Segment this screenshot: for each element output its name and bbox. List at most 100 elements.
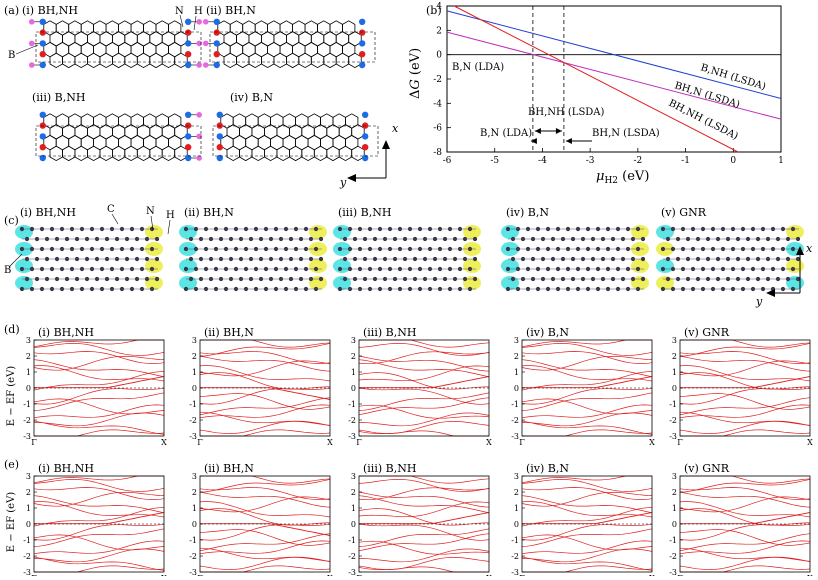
y-tick-label: 1 (26, 504, 31, 513)
atom-label-h: H (194, 6, 203, 17)
edge-atom (213, 18, 220, 25)
band (679, 540, 811, 555)
band (358, 351, 490, 365)
x-axis-label: μH2 (eV) (596, 169, 649, 186)
band (359, 475, 490, 484)
band (521, 351, 653, 364)
x-tick-label: Γ (356, 438, 362, 447)
band (521, 507, 653, 527)
y-tick-label: -2 (23, 416, 31, 425)
isosurface (15, 259, 33, 273)
c-title: (i) BH,NH (20, 206, 76, 219)
y-tick-label: -3 (511, 568, 519, 576)
hydrogen-atom (196, 62, 202, 68)
edge-atom (361, 144, 369, 151)
band (33, 491, 165, 507)
y-tick-label: 1 (514, 504, 519, 513)
y-tick-label: 0 (672, 520, 677, 529)
x-tick-label: X (327, 438, 333, 447)
hexagon (310, 52, 325, 69)
band (679, 529, 811, 546)
hexagon (87, 145, 101, 162)
band (199, 491, 331, 508)
edge-atom (213, 40, 220, 47)
band (199, 411, 331, 426)
isosurface (309, 259, 327, 273)
series-line (446, 10, 782, 99)
band-fermi (680, 512, 811, 525)
band (199, 397, 331, 416)
hexagon (248, 52, 262, 69)
band (521, 392, 653, 411)
band (358, 501, 490, 518)
hydrogen-atom (196, 155, 202, 161)
hydrogen-atom (202, 19, 209, 25)
series-line (453, 5, 739, 153)
y-tick-label: 1 (351, 368, 356, 377)
hexagon (239, 145, 253, 162)
edge-atom (39, 51, 46, 58)
band (358, 533, 490, 552)
y-tick-label: -3 (23, 568, 31, 576)
band (521, 556, 653, 571)
band (199, 355, 331, 372)
y-tick-label: 0 (351, 384, 356, 393)
band (358, 540, 490, 555)
band (199, 387, 331, 405)
band (358, 491, 490, 508)
band-plot-4: 3 2 1 0 -1 -2 -3Γ X (iv) B,N (511, 326, 655, 447)
c-structure-3: (iii) B,NH (333, 206, 481, 292)
band (200, 339, 331, 348)
edge-atom (39, 154, 46, 162)
y-tick-label: 3 (351, 336, 356, 345)
band (358, 355, 490, 372)
x-tick-label: Γ (519, 438, 525, 447)
band (33, 392, 165, 411)
y-tick-label: 2 (26, 488, 31, 497)
band (358, 430, 489, 437)
band-title: (iv) B,N (526, 462, 569, 475)
x-tick-label: Γ (677, 438, 683, 447)
hexagon (87, 52, 101, 69)
band (33, 343, 165, 356)
band (358, 566, 489, 573)
band (521, 540, 653, 555)
panel-a: (a) (i) BH,NH (ii) BH,N (iii) B,NH (iv) … (4, 4, 399, 189)
hydrogen-atom (196, 40, 202, 47)
band-title: (i) BH,NH (38, 326, 94, 339)
edge-atom (358, 18, 366, 25)
band (199, 404, 331, 419)
band (679, 360, 811, 377)
y-tick-label: 3 (351, 472, 356, 481)
band (200, 475, 331, 484)
band (521, 523, 653, 541)
isosurface (179, 225, 197, 239)
edge-atom (184, 122, 192, 129)
y-tick-label: 4 (436, 2, 442, 12)
x-tick-label: X (486, 438, 492, 447)
band (358, 397, 490, 416)
y-tick-label: 1 (672, 368, 677, 377)
band-fermi (680, 376, 811, 389)
band (199, 343, 331, 357)
band (521, 355, 653, 371)
band-title: (v) GNR (684, 462, 730, 475)
band (33, 507, 165, 527)
hexagon (260, 52, 275, 69)
band (199, 421, 331, 434)
band-title: (ii) BH,N (204, 462, 254, 475)
y-tick-label: 2 (192, 352, 197, 361)
hexagon (136, 52, 151, 69)
band (679, 404, 811, 419)
band (33, 479, 165, 492)
y-tick-label: -2 (189, 416, 197, 425)
hydrogen-atom (202, 62, 209, 68)
hexagon (74, 52, 88, 69)
y-tick-label: 2 (514, 352, 519, 361)
ribbon-iv (216, 111, 369, 162)
band (521, 495, 653, 514)
band (680, 339, 811, 348)
